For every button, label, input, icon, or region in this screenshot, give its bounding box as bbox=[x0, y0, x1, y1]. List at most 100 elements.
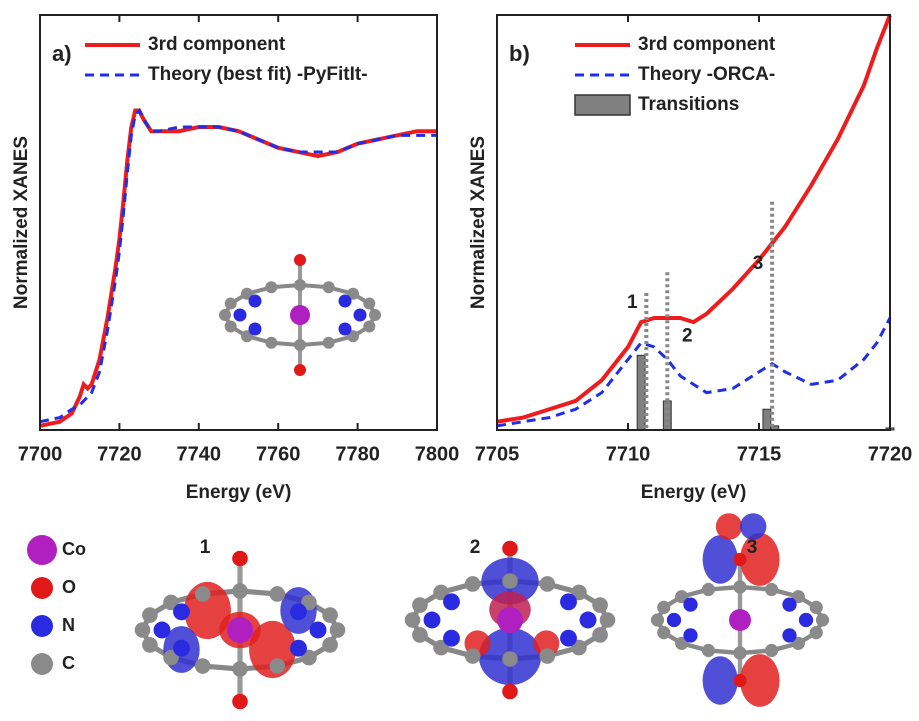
atom bbox=[225, 320, 237, 332]
atom bbox=[173, 603, 190, 620]
data-line bbox=[40, 110, 437, 421]
legend-label: 3rd component bbox=[638, 34, 776, 55]
atom bbox=[733, 646, 746, 659]
atom bbox=[683, 597, 697, 611]
atom bbox=[657, 601, 670, 614]
atom bbox=[502, 573, 518, 589]
atom bbox=[765, 644, 778, 657]
atom bbox=[782, 628, 796, 642]
atom bbox=[412, 597, 428, 613]
atom bbox=[195, 586, 211, 602]
atom bbox=[667, 613, 681, 627]
atom bbox=[782, 597, 796, 611]
legend-label: Theory (best fit) -PyFitIt- bbox=[148, 64, 368, 85]
annotation-label: 3 bbox=[753, 253, 764, 274]
atom bbox=[502, 651, 518, 667]
atom bbox=[592, 627, 608, 643]
atom bbox=[405, 612, 421, 628]
atom bbox=[810, 626, 823, 639]
y-axis-label: Normalized XANES bbox=[11, 136, 32, 309]
atom bbox=[232, 694, 248, 710]
atom bbox=[290, 640, 307, 657]
atom bbox=[232, 583, 248, 599]
data-line bbox=[40, 110, 437, 425]
atom bbox=[412, 627, 428, 643]
atom bbox=[225, 298, 237, 310]
atom bbox=[502, 541, 518, 557]
atom bbox=[322, 607, 338, 623]
x-tick-label: 7800 bbox=[415, 443, 460, 465]
atom bbox=[290, 305, 310, 325]
atom bbox=[310, 622, 327, 639]
legend-atom bbox=[27, 535, 57, 565]
atom bbox=[219, 309, 231, 321]
orbital-label: 3 bbox=[747, 537, 758, 558]
atom bbox=[799, 613, 813, 627]
atom-label: C bbox=[62, 653, 75, 673]
atom bbox=[249, 323, 262, 336]
x-tick-label: 7760 bbox=[256, 443, 301, 465]
atom bbox=[443, 593, 460, 610]
atom bbox=[323, 281, 335, 293]
x-tick-label: 7720 bbox=[97, 443, 142, 465]
atom bbox=[560, 630, 577, 647]
atom bbox=[369, 309, 381, 321]
panel-label: a) bbox=[52, 41, 72, 66]
transition-bar bbox=[763, 409, 771, 430]
atom bbox=[270, 658, 286, 674]
atom bbox=[651, 613, 664, 626]
atom bbox=[465, 576, 481, 592]
legend-label: Transitions bbox=[638, 94, 739, 115]
atom bbox=[733, 553, 746, 566]
transition-bar bbox=[637, 355, 645, 430]
atom bbox=[540, 576, 556, 592]
atom bbox=[733, 580, 746, 593]
atom bbox=[232, 551, 248, 567]
atom bbox=[330, 622, 346, 638]
atom bbox=[234, 309, 247, 322]
x-tick-label: 7720 bbox=[868, 443, 913, 465]
atom bbox=[265, 337, 277, 349]
atom bbox=[363, 298, 375, 310]
atom bbox=[154, 622, 171, 639]
atom bbox=[339, 323, 352, 336]
orbital-label: 2 bbox=[470, 537, 481, 558]
atom bbox=[294, 364, 306, 376]
orbital-lobe bbox=[703, 535, 738, 583]
atom bbox=[227, 617, 253, 643]
atom bbox=[702, 583, 715, 596]
annotation-label: 2 bbox=[682, 325, 693, 346]
legend-atom bbox=[31, 653, 53, 675]
data-line bbox=[497, 318, 890, 426]
x-tick-label: 7780 bbox=[335, 443, 380, 465]
atom bbox=[195, 658, 211, 674]
atom bbox=[363, 320, 375, 332]
atom bbox=[270, 586, 286, 602]
figure: 770077207740776077807800Energy (eV)Norma… bbox=[0, 0, 919, 716]
atom bbox=[265, 281, 277, 293]
legend-atom bbox=[31, 577, 53, 599]
atom bbox=[294, 279, 306, 291]
legend-swatch bbox=[575, 95, 630, 115]
legend-label: 3rd component bbox=[148, 34, 286, 55]
atom bbox=[765, 583, 778, 596]
orbital-lobe bbox=[740, 513, 766, 539]
atom bbox=[232, 661, 248, 677]
atom bbox=[729, 609, 751, 631]
atom bbox=[816, 613, 829, 626]
atom bbox=[249, 295, 262, 308]
atom bbox=[339, 295, 352, 308]
atom bbox=[560, 593, 577, 610]
atom bbox=[322, 637, 338, 653]
atom bbox=[424, 612, 441, 629]
atom bbox=[702, 644, 715, 657]
atom bbox=[540, 648, 556, 664]
y-axis-label: Normalized XANES bbox=[468, 136, 489, 309]
legend-atom bbox=[31, 615, 53, 637]
atom bbox=[502, 684, 518, 700]
atom bbox=[443, 630, 460, 647]
atom bbox=[497, 607, 523, 633]
atom bbox=[294, 254, 306, 266]
annotation-label: 1 bbox=[627, 292, 638, 313]
x-tick-label: 7740 bbox=[177, 443, 222, 465]
